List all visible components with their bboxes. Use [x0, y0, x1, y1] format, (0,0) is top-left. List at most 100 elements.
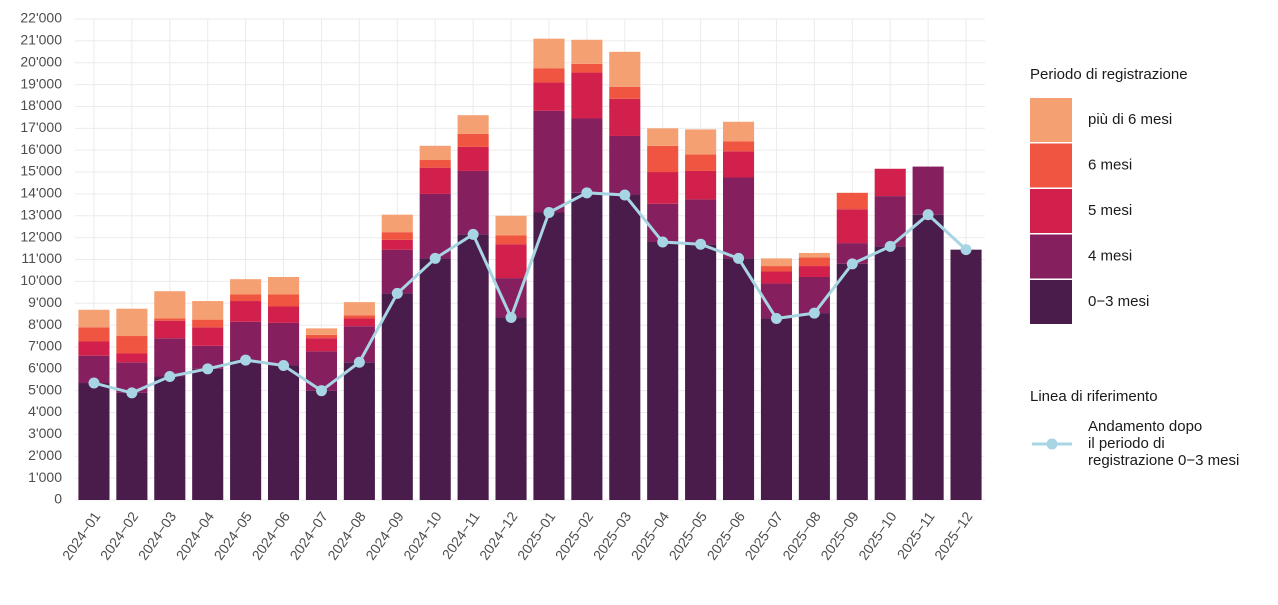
bar-segment — [798, 276, 830, 314]
bar-segment — [685, 154, 717, 171]
line-point — [88, 377, 100, 389]
bar-segment — [78, 327, 110, 342]
bar-segment — [419, 167, 451, 194]
bar-segment — [495, 235, 527, 245]
bar-segment — [192, 301, 224, 320]
x-tick-label: 2025−10 — [855, 509, 900, 563]
bar-segment — [116, 392, 148, 500]
bar-segment — [305, 338, 338, 352]
line-point — [657, 236, 669, 248]
x-tick-label: 2024−10 — [400, 509, 445, 563]
line-point — [467, 228, 479, 240]
bar-segment — [381, 214, 413, 233]
line-point — [695, 238, 707, 250]
bar-segment — [874, 246, 906, 500]
bar-segment — [267, 365, 300, 500]
y-tick-label: 17'000 — [20, 119, 62, 135]
y-tick-label: 12'000 — [20, 228, 62, 244]
legend-label: 5 mesi — [1088, 202, 1132, 219]
legend-label: 0−3 mesi — [1088, 293, 1149, 310]
legend-label: 4 mesi — [1088, 247, 1132, 264]
bar-segment — [647, 172, 679, 204]
bar-segment — [647, 242, 679, 500]
bar-segment — [798, 252, 830, 258]
legend-swatch — [1030, 189, 1072, 233]
bar-segment — [798, 313, 830, 500]
bar-segment — [116, 336, 148, 354]
y-tick-label: 22'000 — [20, 10, 62, 26]
y-tick-label: 7'000 — [28, 338, 62, 354]
y-tick-label: 2'000 — [28, 447, 62, 463]
bar-segment — [457, 234, 489, 500]
bar-segment — [722, 177, 755, 259]
bar-segment — [457, 115, 489, 134]
bar-segment — [419, 160, 451, 168]
legend-title: Periodo di registrazione — [1030, 66, 1188, 83]
bar-segment — [533, 110, 565, 213]
bar-segment — [609, 98, 641, 136]
y-tick-label: 9'000 — [28, 294, 62, 310]
legend-swatch — [1030, 98, 1072, 142]
bar-segment — [154, 320, 186, 339]
bar-segment — [192, 345, 224, 369]
y-tick-label: 11'000 — [21, 250, 62, 266]
bar-segment — [647, 128, 679, 146]
bar-segment — [419, 145, 451, 161]
bar-segment — [950, 249, 982, 500]
y-tick-label: 8'000 — [28, 316, 62, 332]
bar-segment — [571, 63, 603, 73]
bar-segment — [230, 279, 262, 295]
bar-segment — [760, 318, 793, 500]
bar-segment — [495, 215, 527, 236]
bar-segment — [571, 118, 603, 193]
bar-segment — [647, 203, 679, 243]
line-point — [164, 370, 176, 382]
line-point — [960, 244, 972, 256]
y-tick-label: 21'000 — [20, 32, 62, 48]
bar-segment — [722, 258, 755, 500]
y-tick-label: 0 — [54, 491, 62, 507]
bar-segment — [78, 383, 110, 500]
legend-title: Linea di riferimento — [1030, 388, 1158, 405]
bar-segment — [722, 141, 755, 152]
bar-segment — [457, 133, 489, 147]
line-point — [315, 385, 327, 397]
bar-segment — [381, 249, 413, 294]
bar-segment — [305, 328, 338, 335]
bar-segment — [836, 209, 868, 244]
y-tick-label: 14'000 — [20, 185, 62, 201]
bar-segment — [457, 146, 489, 171]
line-point — [922, 209, 934, 221]
bar-segment — [609, 51, 641, 87]
bar-segment — [267, 294, 300, 307]
bar-segment — [685, 129, 717, 155]
bar-segment — [874, 168, 906, 197]
line-point — [202, 363, 214, 375]
bar-segment — [192, 327, 224, 346]
bar-segment — [533, 82, 565, 111]
bar-segment — [230, 360, 262, 500]
bar-segment — [116, 353, 148, 363]
line-point — [240, 354, 252, 366]
bar-segment — [912, 214, 944, 500]
bar-segment — [609, 135, 641, 196]
y-tick-label: 10'000 — [20, 272, 62, 288]
x-tick-label: 2025−12 — [931, 509, 976, 563]
line-point — [846, 258, 858, 270]
bar-segment — [305, 390, 338, 500]
bar-segment — [495, 317, 527, 500]
line-point — [619, 189, 631, 201]
bar-segment — [154, 376, 186, 500]
bar-segment — [798, 266, 830, 277]
bar-segment — [571, 192, 603, 500]
line-point — [543, 206, 555, 218]
bar-segment — [116, 308, 148, 337]
line-point — [770, 313, 782, 325]
bar-segment — [343, 362, 375, 500]
bar-segment — [343, 302, 375, 316]
bar-segment — [609, 86, 641, 99]
legend-label: 6 mesi — [1088, 156, 1132, 173]
bar-segment — [685, 170, 717, 200]
